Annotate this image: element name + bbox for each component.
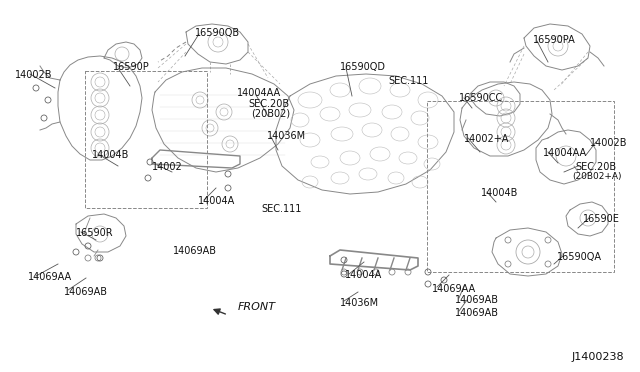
Text: 14069AB: 14069AB: [173, 246, 217, 256]
Text: 14069AB: 14069AB: [455, 308, 499, 318]
Text: SEC.111: SEC.111: [261, 204, 301, 214]
Text: 16590CC: 16590CC: [459, 93, 503, 103]
Text: 14069AB: 14069AB: [64, 287, 108, 297]
Text: 14069AA: 14069AA: [432, 284, 476, 294]
Text: SEC.20B: SEC.20B: [248, 99, 289, 109]
Text: 14004AA: 14004AA: [543, 148, 587, 158]
Text: 14004A: 14004A: [198, 196, 236, 206]
Text: J1400238: J1400238: [572, 352, 625, 362]
Text: 16590QA: 16590QA: [557, 252, 602, 262]
Text: (20B02+A): (20B02+A): [572, 172, 621, 181]
Text: 14002B: 14002B: [15, 70, 52, 80]
Text: 14004B: 14004B: [92, 150, 129, 160]
Text: 16590QB: 16590QB: [195, 28, 240, 38]
Text: (20B02): (20B02): [251, 109, 290, 119]
Text: 14004B: 14004B: [481, 188, 518, 198]
Text: 16590R: 16590R: [76, 228, 114, 238]
Text: 14004AA: 14004AA: [237, 88, 281, 98]
Text: 16590PA: 16590PA: [533, 35, 576, 45]
Text: SEC.20B: SEC.20B: [575, 162, 616, 172]
Bar: [85, 71, 207, 208]
Text: 16590E: 16590E: [583, 214, 620, 224]
Text: 16590QD: 16590QD: [340, 62, 386, 72]
Text: 14002B: 14002B: [590, 138, 627, 148]
Text: 14002: 14002: [152, 162, 183, 172]
Text: FRONT: FRONT: [238, 302, 276, 312]
Text: SEC.111: SEC.111: [388, 76, 428, 86]
Bar: [427, 101, 614, 272]
Text: 14069AB: 14069AB: [455, 295, 499, 305]
Text: 14004A: 14004A: [345, 270, 382, 280]
Text: 14069AA: 14069AA: [28, 272, 72, 282]
Text: 14036M: 14036M: [267, 131, 306, 141]
Text: 14002+A: 14002+A: [464, 134, 509, 144]
Text: 14036M: 14036M: [340, 298, 379, 308]
Text: 16590P: 16590P: [113, 62, 150, 72]
